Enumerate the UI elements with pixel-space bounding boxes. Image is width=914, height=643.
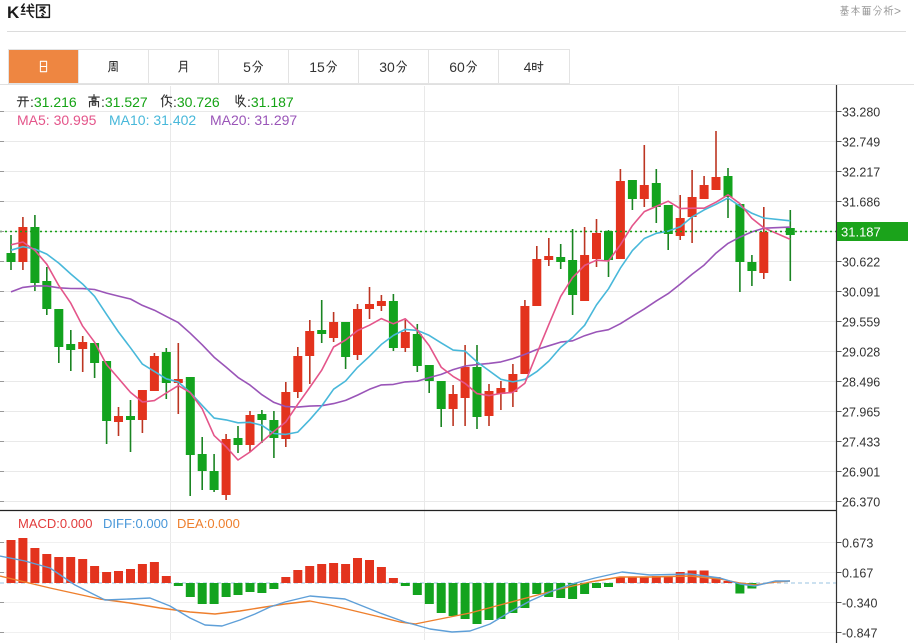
svg-text:0.673: 0.673	[842, 537, 873, 551]
svg-text:26.901: 26.901	[842, 466, 880, 480]
svg-text:0.167: 0.167	[842, 567, 873, 581]
svg-text:31.686: 31.686	[842, 196, 880, 210]
svg-text:29.559: 29.559	[842, 316, 880, 330]
svg-text:-0.340: -0.340	[842, 597, 877, 611]
svg-text:27.433: 27.433	[842, 436, 880, 450]
svg-text:30.091: 30.091	[842, 286, 880, 300]
svg-text:31.187: 31.187	[841, 225, 881, 240]
svg-text:27.965: 27.965	[842, 406, 880, 420]
svg-text:32.749: 32.749	[842, 136, 880, 150]
svg-text:-0.847: -0.847	[842, 627, 877, 641]
svg-text:30.622: 30.622	[842, 256, 880, 270]
svg-text:33.280: 33.280	[842, 106, 880, 120]
svg-text:29.028: 29.028	[842, 346, 880, 360]
svg-text:26.370: 26.370	[842, 496, 880, 510]
svg-text:32.217: 32.217	[842, 166, 880, 180]
svg-text:28.496: 28.496	[842, 376, 880, 390]
